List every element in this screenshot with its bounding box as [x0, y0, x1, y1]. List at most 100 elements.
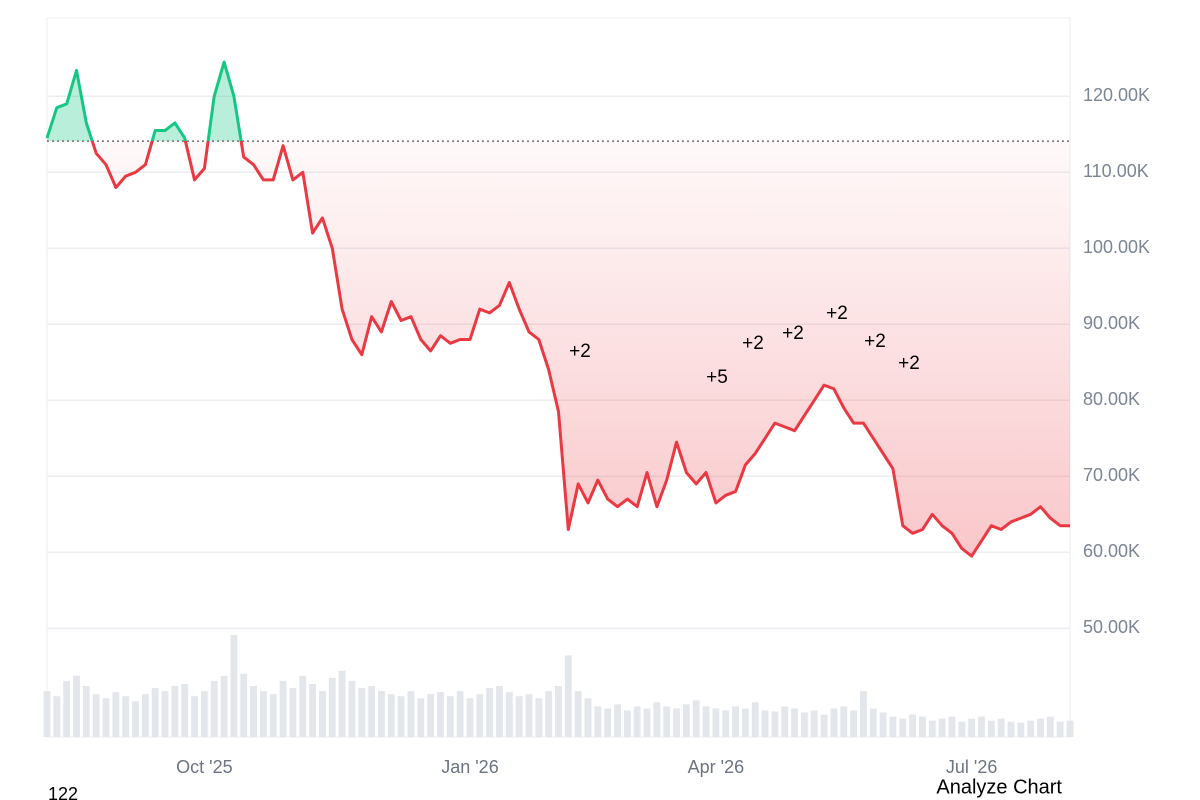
volume-bar: [732, 706, 740, 737]
volume-bar: [673, 708, 680, 737]
y-tick-label: 50.00K: [1083, 617, 1140, 637]
volume-bar: [1037, 718, 1044, 737]
volume-bar: [1046, 716, 1054, 737]
volume-bar: [663, 706, 671, 737]
volume-bar: [387, 694, 395, 737]
volume-bar: [525, 694, 533, 737]
volume-bar: [781, 706, 789, 737]
event-annotation: +2: [826, 303, 848, 324]
volume-bar: [928, 720, 936, 737]
volume-bar: [899, 718, 907, 737]
volume-bar: [230, 635, 238, 737]
volume-bar: [1007, 721, 1015, 737]
volume-bar: [889, 716, 897, 737]
volume-bar: [1056, 721, 1064, 737]
volume-bar: [102, 698, 110, 737]
y-tick-label: 120.00K: [1083, 85, 1150, 105]
volume-bar: [574, 691, 582, 737]
volume-bar: [200, 691, 208, 737]
volume-bar: [810, 710, 818, 737]
volume-bar: [791, 708, 799, 737]
volume-bar: [761, 710, 769, 737]
volume-bar: [840, 706, 848, 737]
volume-bar: [515, 696, 523, 737]
event-annotation: +2: [898, 353, 920, 374]
volume-bar: [250, 686, 258, 737]
volume-bar: [92, 694, 100, 737]
volume-bar: [171, 686, 179, 737]
event-annotation: +2: [569, 341, 591, 362]
y-tick-label: 100.00K: [1083, 237, 1150, 257]
volume-bar: [820, 714, 828, 737]
volume-bar: [73, 675, 80, 737]
volume-bar: [594, 706, 602, 737]
volume-bar: [220, 675, 228, 737]
volume-bar: [338, 670, 346, 737]
y-tick-label: 60.00K: [1083, 541, 1140, 561]
volume-bar: [564, 655, 572, 737]
volume-bar: [328, 677, 336, 737]
volume-bar: [141, 694, 149, 737]
event-annotation: +2: [782, 323, 804, 344]
volume-bar: [614, 704, 621, 737]
volume-bar: [968, 718, 976, 737]
volume-bar: [289, 688, 297, 737]
volume-bar: [545, 691, 553, 737]
x-tick-label: Oct '25: [176, 757, 232, 777]
footer-label: 122: [48, 784, 78, 800]
volume-bar: [437, 692, 444, 737]
event-annotation: +5: [706, 367, 728, 388]
volume-bar: [653, 702, 661, 737]
volume-bar: [741, 708, 749, 737]
volume-bar: [771, 711, 779, 737]
volume-bar: [53, 696, 61, 737]
volume-bar: [555, 686, 562, 737]
volume-bar: [210, 680, 218, 737]
volume-bar: [240, 673, 248, 737]
volume-bar: [496, 686, 503, 737]
analyze-chart-button[interactable]: Analyze Chart: [936, 776, 1062, 798]
volume-bar: [643, 708, 651, 737]
volume-bar: [938, 718, 946, 737]
volume-bar: [1066, 720, 1074, 737]
x-tick-label: Jan '26: [441, 757, 498, 777]
volume-bar: [919, 716, 926, 737]
volume-bar: [535, 698, 543, 737]
volume-bar: [692, 700, 700, 737]
volume-bar: [358, 688, 366, 737]
volume-bar: [604, 708, 612, 737]
y-tick-label: 110.00K: [1083, 161, 1149, 181]
volume-bar: [1017, 722, 1025, 737]
event-annotation: +2: [742, 333, 764, 354]
volume-bar: [63, 680, 71, 737]
volume-bar: [151, 688, 159, 737]
volume-bar: [958, 721, 966, 737]
volume-bar: [397, 696, 405, 737]
volume-bar: [348, 680, 356, 737]
volume-bar: [859, 691, 867, 737]
y-tick-label: 70.00K: [1083, 465, 1140, 485]
volume-bar: [751, 702, 759, 737]
volume-bar: [505, 692, 513, 737]
volume-bar: [161, 691, 169, 737]
volume-bar: [299, 675, 307, 737]
volume-bar: [407, 691, 415, 737]
volume-bar: [368, 686, 376, 737]
volume-bar: [800, 712, 808, 737]
volume-bar: [623, 710, 631, 737]
volume-bar: [427, 694, 435, 737]
volume-bar: [978, 716, 985, 737]
volume-bar: [417, 698, 425, 737]
volume-bar: [584, 698, 592, 737]
volume-bar: [112, 692, 120, 737]
volume-bar: [850, 710, 858, 737]
y-tick-label: 80.00K: [1083, 389, 1140, 409]
volume-bar: [181, 683, 189, 737]
volume-bar: [702, 706, 710, 737]
volume-bar: [722, 710, 730, 737]
volume-bar: [633, 706, 641, 737]
price-line: [45, 60, 1070, 558]
volume-bar: [191, 696, 198, 737]
volume-bar: [279, 680, 287, 737]
